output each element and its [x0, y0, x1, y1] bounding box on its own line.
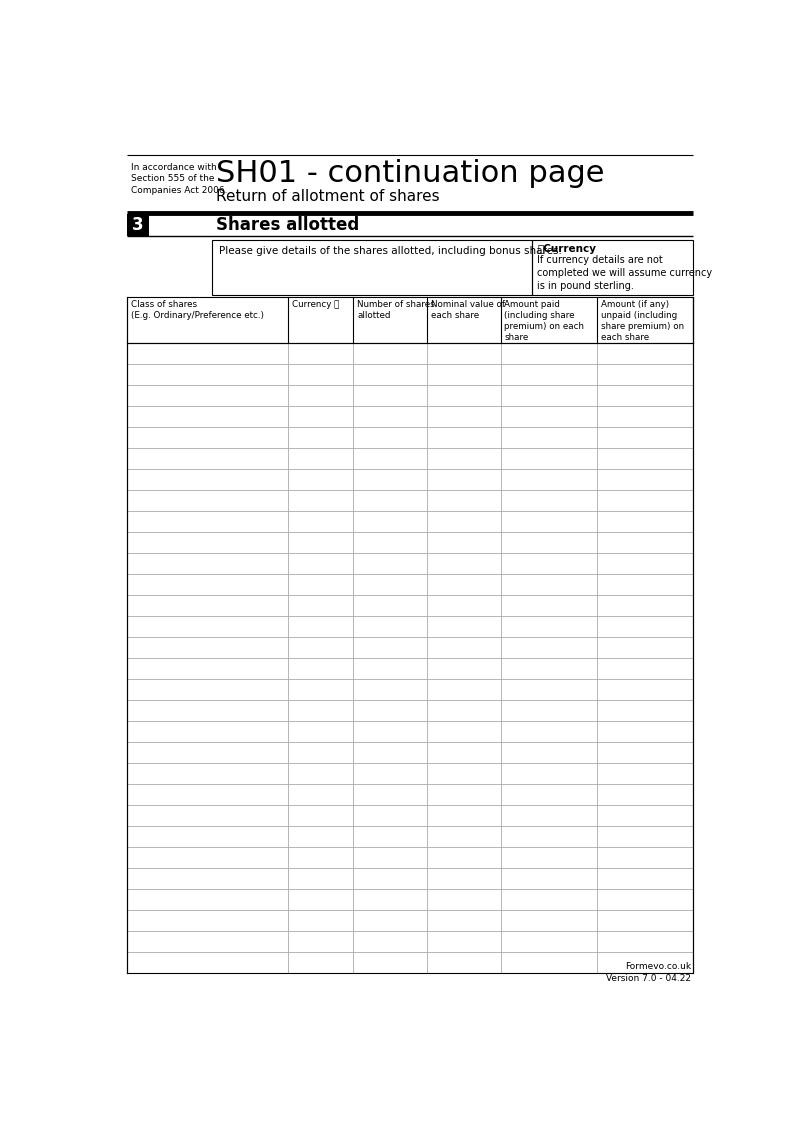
Bar: [532, 240, 693, 295]
Text: If currency details are not
completed we will assume currency
is in pound sterli: If currency details are not completed we…: [537, 255, 712, 290]
Text: Amount (if any)
unpaid (including
share premium) on
each share: Amount (if any) unpaid (including share …: [601, 299, 684, 342]
Text: Class of shares
(E.g. Ordinary/Preference etc.): Class of shares (E.g. Ordinary/Preferenc…: [131, 299, 264, 320]
Text: Amount paid
(including share
premium) on each
share: Amount paid (including share premium) on…: [504, 299, 584, 342]
Text: Please give details of the shares allotted, including bonus shares.: Please give details of the shares allott…: [218, 245, 562, 255]
Text: Number of shares
allotted: Number of shares allotted: [358, 299, 435, 320]
Text: Formevo.co.uk
Version 7.0 - 04.22: Formevo.co.uk Version 7.0 - 04.22: [606, 962, 691, 983]
Bar: [127, 296, 693, 342]
Text: ❓Currency: ❓Currency: [537, 244, 596, 254]
Text: Return of allotment of shares: Return of allotment of shares: [216, 189, 440, 203]
Text: Nominal value of
each share: Nominal value of each share: [431, 299, 505, 320]
Bar: [212, 240, 532, 295]
Bar: [127, 215, 149, 236]
Text: 3: 3: [132, 216, 144, 234]
Text: In accordance with
Section 555 of the
Companies Act 2006.: In accordance with Section 555 of the Co…: [131, 163, 227, 195]
Text: SH01 - continuation page: SH01 - continuation page: [216, 159, 605, 189]
Text: Shares allotted: Shares allotted: [216, 216, 359, 234]
Text: Currency ❓: Currency ❓: [292, 299, 340, 308]
